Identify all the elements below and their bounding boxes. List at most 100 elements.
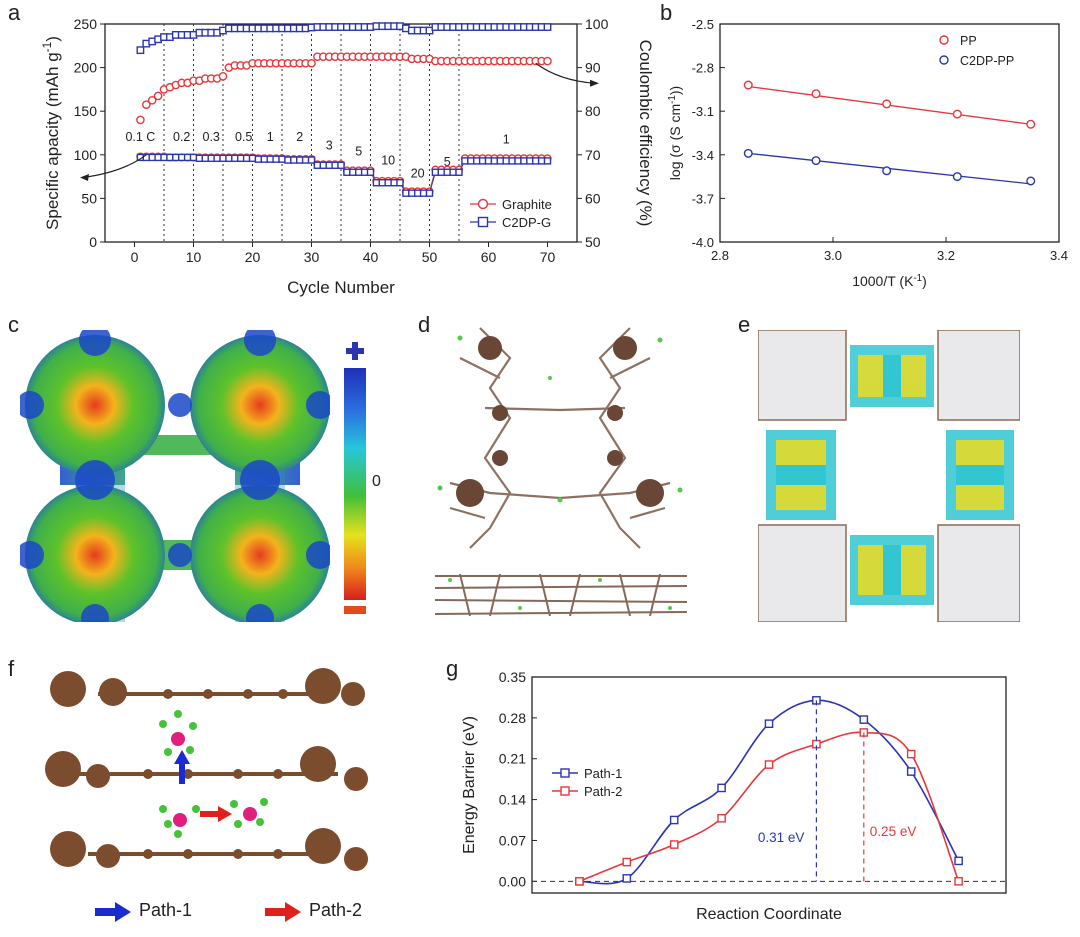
y2-tick-label: 50 [585, 234, 601, 250]
chart-g: 0.00 0.07 0.14 0.21 0.28 0.35 Reaction Coordin… [461, 669, 1007, 923]
colorbar-zero-label: 0 [372, 473, 381, 490]
left-axis-arrow-head [80, 173, 89, 181]
rate-label: 5 [444, 155, 451, 169]
capacity-point-c2dp [195, 154, 204, 162]
y-tick-label: 0.14 [499, 792, 526, 808]
x-tick-label: 40 [363, 249, 379, 265]
y-tick-label: -3.7 [692, 191, 714, 206]
y2-tick-label: 90 [585, 60, 601, 76]
ce-point-c2dp [543, 23, 552, 31]
y2-tick-label: 80 [585, 103, 601, 119]
capacity-point-c2dp [419, 189, 428, 197]
minus-icon [344, 606, 366, 614]
path-1-legend-arrow-icon [95, 902, 131, 922]
charge-density-image [758, 330, 1020, 622]
capacity-point-c2dp [207, 154, 215, 162]
y-tick-label: -2.8 [692, 61, 714, 76]
rate-label: 0.1 C [125, 130, 155, 144]
barrier-annotation: 0.25 eV [870, 824, 917, 839]
y2-tick-label: 60 [585, 190, 601, 206]
panel-label-g: g [446, 656, 459, 681]
path-1-arrow-icon [174, 750, 190, 784]
capacity-point-c2dp [266, 155, 274, 163]
capacity-point-c2dp [166, 153, 174, 162]
energy-point-path-1 [859, 715, 869, 724]
capacity-point-c2dp [337, 161, 345, 169]
energy-point-path-1 [906, 767, 916, 776]
energy-point-path-1 [622, 874, 632, 883]
legend-label-pp: PP [960, 34, 977, 48]
data-point-c2dp-pp [952, 172, 962, 182]
framework-structure-image [430, 318, 692, 624]
x-tick-label: 20 [245, 249, 261, 265]
y-tick-label: -2.5 [692, 17, 714, 32]
ce-point-graphite [136, 115, 145, 125]
capacity-point-c2dp [414, 189, 422, 197]
energy-curve-path-2 [579, 731, 960, 883]
y-tick-label: 100 [74, 147, 98, 163]
capacity-point-c2dp [478, 157, 487, 165]
legend-label-c2dp-g: C2DP-G [502, 215, 551, 230]
capacity-point-c2dp [408, 189, 416, 197]
legend-marker [560, 786, 570, 796]
y-axis-title: Energy Barrier (eV) [461, 716, 478, 854]
x-tick-label: 3.4 [1050, 248, 1068, 263]
barrier-annotation: 0.31 eV [758, 830, 805, 845]
capacity-point-c2dp [331, 161, 339, 169]
data-point-c2dp-pp [743, 148, 753, 158]
y-tick-label: 0.28 [499, 710, 526, 726]
capacity-point-c2dp [461, 157, 469, 165]
y-tick-label: 200 [74, 60, 98, 76]
x-axis-title: Reaction Coordinate [696, 906, 842, 923]
energy-point-path-2 [669, 840, 679, 849]
capacity-point-c2dp [496, 157, 504, 165]
y-tick-label: -3.1 [692, 104, 714, 119]
energy-point-path-2 [575, 877, 584, 886]
legend-marker [939, 35, 949, 45]
x-tick-label: 10 [186, 249, 202, 265]
panel-label-f: f [8, 656, 15, 681]
capacity-point-c2dp [213, 154, 221, 162]
x-axis-title: 1000/T (K-1) [852, 273, 927, 290]
data-point-pp [952, 109, 962, 119]
rate-label: 3 [326, 139, 333, 153]
ce-point-graphite [153, 91, 163, 101]
capacity-point-c2dp [366, 168, 375, 176]
capacity-point-c2dp [467, 157, 475, 165]
ce-point-c2dp [136, 46, 145, 55]
capacity-point-c2dp [201, 154, 210, 162]
capacity-point-c2dp [349, 168, 357, 176]
ce-point-graphite [307, 58, 316, 68]
data-point-pp [882, 99, 892, 109]
capacity-point-c2dp [307, 156, 316, 164]
capacity-point-c2dp [225, 154, 233, 162]
x-tick-label: 2.8 [711, 248, 729, 263]
capacity-point-c2dp [154, 153, 162, 162]
capacity-point-c2dp [148, 153, 156, 162]
data-point-pp [743, 80, 753, 90]
capacity-point-c2dp [219, 154, 227, 162]
rate-label: 1 [503, 132, 510, 146]
capacity-point-c2dp [384, 179, 392, 187]
legend-marker [939, 55, 949, 65]
capacity-point-c2dp [484, 157, 493, 165]
capacity-point-c2dp [355, 168, 363, 176]
y-tick-label: 0.00 [499, 873, 526, 889]
capacity-point-c2dp [242, 154, 251, 162]
rate-label: 5 [355, 145, 362, 159]
y-tick-label: 250 [74, 16, 98, 32]
capacity-point-c2dp [520, 157, 528, 165]
esp-colorbar: 0 [344, 342, 381, 614]
rate-label: 2 [296, 130, 303, 144]
capacity-point-c2dp [231, 154, 239, 162]
energy-point-path-2 [717, 813, 726, 823]
capacity-point-c2dp [160, 153, 168, 162]
legend-marker [477, 198, 489, 210]
legend-label-path-1: Path-1 [584, 766, 622, 781]
left-axis-arrow [82, 154, 147, 179]
rate-label: 10 [381, 153, 395, 167]
panel-label-c: c [8, 312, 19, 337]
legend-marker [560, 768, 570, 778]
capacity-point-c2dp [254, 155, 263, 163]
rate-label: 1 [267, 130, 274, 144]
